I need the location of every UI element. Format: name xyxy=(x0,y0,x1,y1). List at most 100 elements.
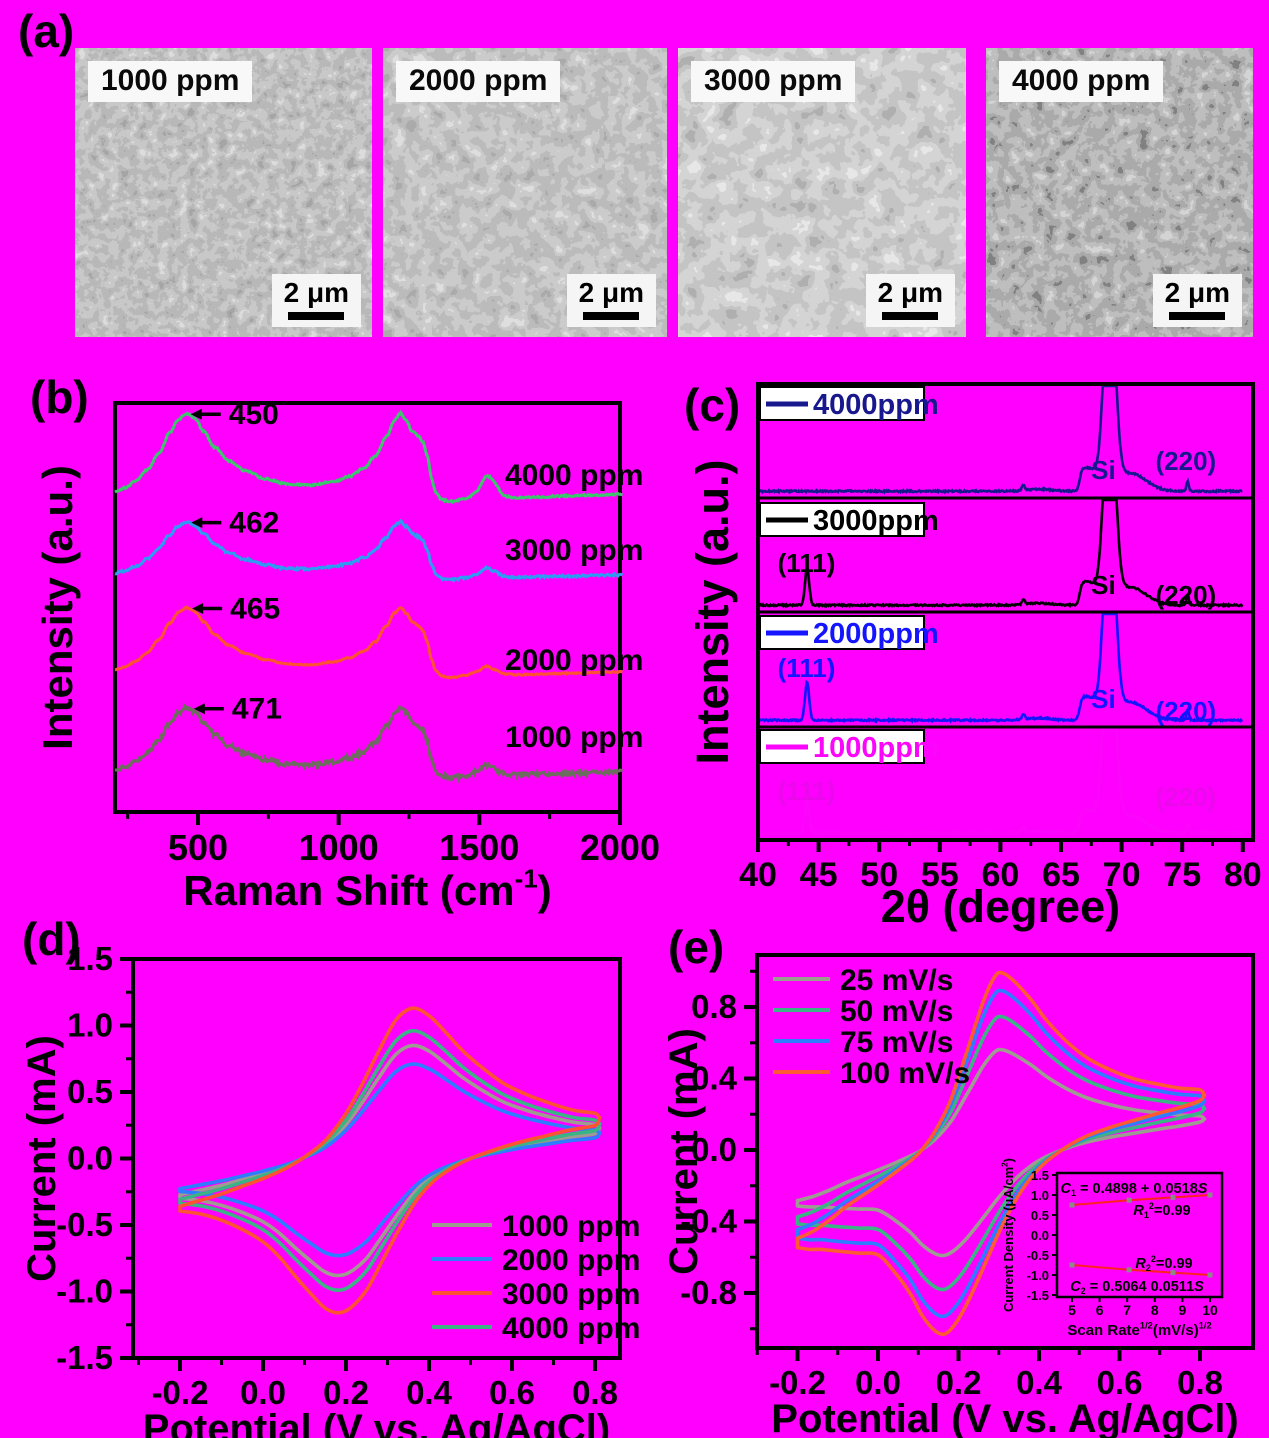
cv_scanrate-series-100-mV-s xyxy=(795,970,1207,1337)
svg-text:0.8: 0.8 xyxy=(691,988,737,1025)
inset-data-marker xyxy=(1170,1194,1176,1200)
xrd-xlabel: 2θ (degree) xyxy=(881,881,1120,932)
svg-text:8: 8 xyxy=(1151,1302,1159,1318)
inset-data-marker xyxy=(1207,1192,1213,1198)
svg-text:50: 50 xyxy=(860,856,898,894)
scalebar-text: 2 μm xyxy=(283,277,349,309)
sem-label-1000ppm: 1000 ppm xyxy=(88,61,253,102)
svg-text:75: 75 xyxy=(1163,856,1201,894)
svg-text:55: 55 xyxy=(921,856,959,894)
inset-fit-line xyxy=(1071,1194,1211,1206)
svg-text:70: 70 xyxy=(1103,856,1141,894)
svg-text:65: 65 xyxy=(1042,856,1080,894)
svg-text:0.0: 0.0 xyxy=(855,1364,901,1401)
svg-text:0.4: 0.4 xyxy=(691,1060,738,1097)
xrd-peak-label: (111) xyxy=(778,548,836,578)
raman-frame xyxy=(113,401,622,814)
svg-text:-0.4: -0.4 xyxy=(680,1202,738,1239)
scalebar-4000ppm: 2 μm xyxy=(1152,274,1242,327)
sem-frame-3000ppm: 3000 ppm 2 μm xyxy=(678,48,966,337)
peak-arrow-icon xyxy=(193,703,205,715)
svg-text:500: 500 xyxy=(168,827,228,868)
cv_scanrate-legend-label: 100 mV/s xyxy=(840,1057,970,1090)
xrd-peak-label: Si xyxy=(1091,570,1116,600)
inset-data-marker xyxy=(1069,1202,1075,1208)
svg-text:Scan Rate1/2(mV/s)1/2: Scan Rate1/2(mV/s)1/2 xyxy=(1067,1321,1211,1339)
xrd-legend-label: 4000ppm xyxy=(813,389,939,421)
raman-series-label: 3000 ppm xyxy=(505,534,643,567)
scalebar-line xyxy=(1169,312,1226,320)
cv_scanrate-xlabel: Potential (V vs. Ag/AgCl) xyxy=(771,1397,1238,1438)
inset-data-marker xyxy=(1126,1197,1132,1203)
inset-annotation: R12=0.99 xyxy=(1133,1201,1190,1220)
raman-series-label: 2000 ppm xyxy=(505,644,643,677)
svg-text:-1.5: -1.5 xyxy=(1027,1288,1049,1303)
raman-peak-annotation: 450 xyxy=(229,398,279,431)
peak-arrow-icon xyxy=(191,517,203,529)
sem-label-2000ppm: 2000 ppm xyxy=(396,61,561,102)
svg-text:60: 60 xyxy=(981,856,1019,894)
svg-text:6: 6 xyxy=(1096,1302,1104,1318)
xrd-peak-label: Si xyxy=(1091,684,1116,714)
svg-text:9: 9 xyxy=(1179,1302,1187,1318)
cv_scanrate-ylabel: Current (mA) xyxy=(662,1028,706,1275)
xrd-peak-label: (220) xyxy=(1155,446,1216,476)
raman-peak-annotation: 465 xyxy=(230,593,280,626)
cv_ppm-series-3000-ppm xyxy=(178,1006,602,1315)
xrd-series-2000ppm xyxy=(757,612,1244,724)
cv_ppm-legend-label: 3000 ppm xyxy=(502,1278,640,1311)
cv_scanrate-legend-label: 25 mV/s xyxy=(840,964,953,997)
scanrate-inset: 5 6 7 8 9 10 -1.5 -1.0 -0.5 0.0 0.5 1.0 1.5 Scan Rate… xyxy=(1001,1158,1224,1339)
raman-ylabel: Intensity (a.u.) xyxy=(34,465,81,750)
panel-a-label: (a) xyxy=(18,5,75,57)
svg-text:0.6: 0.6 xyxy=(489,1374,535,1411)
svg-text:0.0: 0.0 xyxy=(691,1131,737,1168)
xrd-peak-label: (111) xyxy=(778,776,836,806)
svg-text:-1.0: -1.0 xyxy=(56,1273,113,1310)
raman-chart: 500 1000 1500 2000 Raman Shift (cm-1) Intensi… xyxy=(34,398,660,914)
sem-label-4000ppm: 4000 ppm xyxy=(999,61,1164,102)
cv_ppm-legend-label: 4000 ppm xyxy=(502,1312,640,1345)
xrd-peak-label: (111) xyxy=(778,653,836,683)
inset-annotation: C2 = 0.5064 0.0511S xyxy=(1070,1279,1204,1296)
svg-text:0.8: 0.8 xyxy=(1177,1364,1223,1401)
svg-text:-0.5: -0.5 xyxy=(56,1206,113,1243)
xrd-series-3000ppm xyxy=(756,498,1244,609)
inset-data-marker xyxy=(1126,1267,1132,1273)
svg-text:-1.5: -1.5 xyxy=(56,1339,113,1376)
sem-frame-4000ppm: 4000 ppm 2 μm xyxy=(986,48,1253,337)
svg-text:0.0: 0.0 xyxy=(1031,1228,1049,1243)
peak-arrow-icon xyxy=(192,603,204,614)
svg-text:2000: 2000 xyxy=(580,827,660,868)
inset-data-marker xyxy=(1207,1272,1213,1278)
scalebar-line xyxy=(288,312,345,320)
raman-series-label: 4000 ppm xyxy=(505,459,643,492)
raman-peak-annotation: 471 xyxy=(232,693,282,726)
raman-series-1000-ppm xyxy=(115,702,623,784)
svg-text:5: 5 xyxy=(1068,1302,1076,1318)
inset-annotation: C1 = 0.4898 + 0.0518S xyxy=(1061,1181,1208,1198)
xrd-legend-box xyxy=(759,386,925,421)
svg-text:80: 80 xyxy=(1224,856,1262,894)
scalebar-2000ppm: 2 μm xyxy=(566,274,656,327)
inset-annotation: R22=0.99 xyxy=(1135,1254,1192,1273)
svg-text:0.4: 0.4 xyxy=(406,1374,453,1411)
cv_ppm-series-2000-ppm xyxy=(178,1062,602,1258)
svg-text:0.0: 0.0 xyxy=(240,1374,286,1411)
raman-series-3000-ppm xyxy=(114,518,624,584)
panel-b-label: (b) xyxy=(30,371,89,423)
cv_scanrate-legend-label: 75 mV/s xyxy=(840,1026,953,1059)
scalebar-line xyxy=(583,312,640,320)
svg-text:-0.8: -0.8 xyxy=(680,1274,737,1311)
xrd-legend-label: 3000ppm xyxy=(813,505,939,537)
cv_scanrate-series-50-mV-s xyxy=(795,1014,1207,1292)
svg-text:0.5: 0.5 xyxy=(67,1073,113,1110)
xrd-chart: 4000ppm Si (220) 3000ppm (111) Si (220) 2000ppm… xyxy=(687,382,1262,932)
raman-peak-annotation: 462 xyxy=(229,507,279,540)
svg-text:0.2: 0.2 xyxy=(323,1374,369,1411)
svg-text:40: 40 xyxy=(739,856,777,894)
svg-text:45: 45 xyxy=(800,856,838,894)
svg-text:0.4: 0.4 xyxy=(1016,1364,1063,1401)
svg-text:10: 10 xyxy=(1202,1302,1218,1318)
